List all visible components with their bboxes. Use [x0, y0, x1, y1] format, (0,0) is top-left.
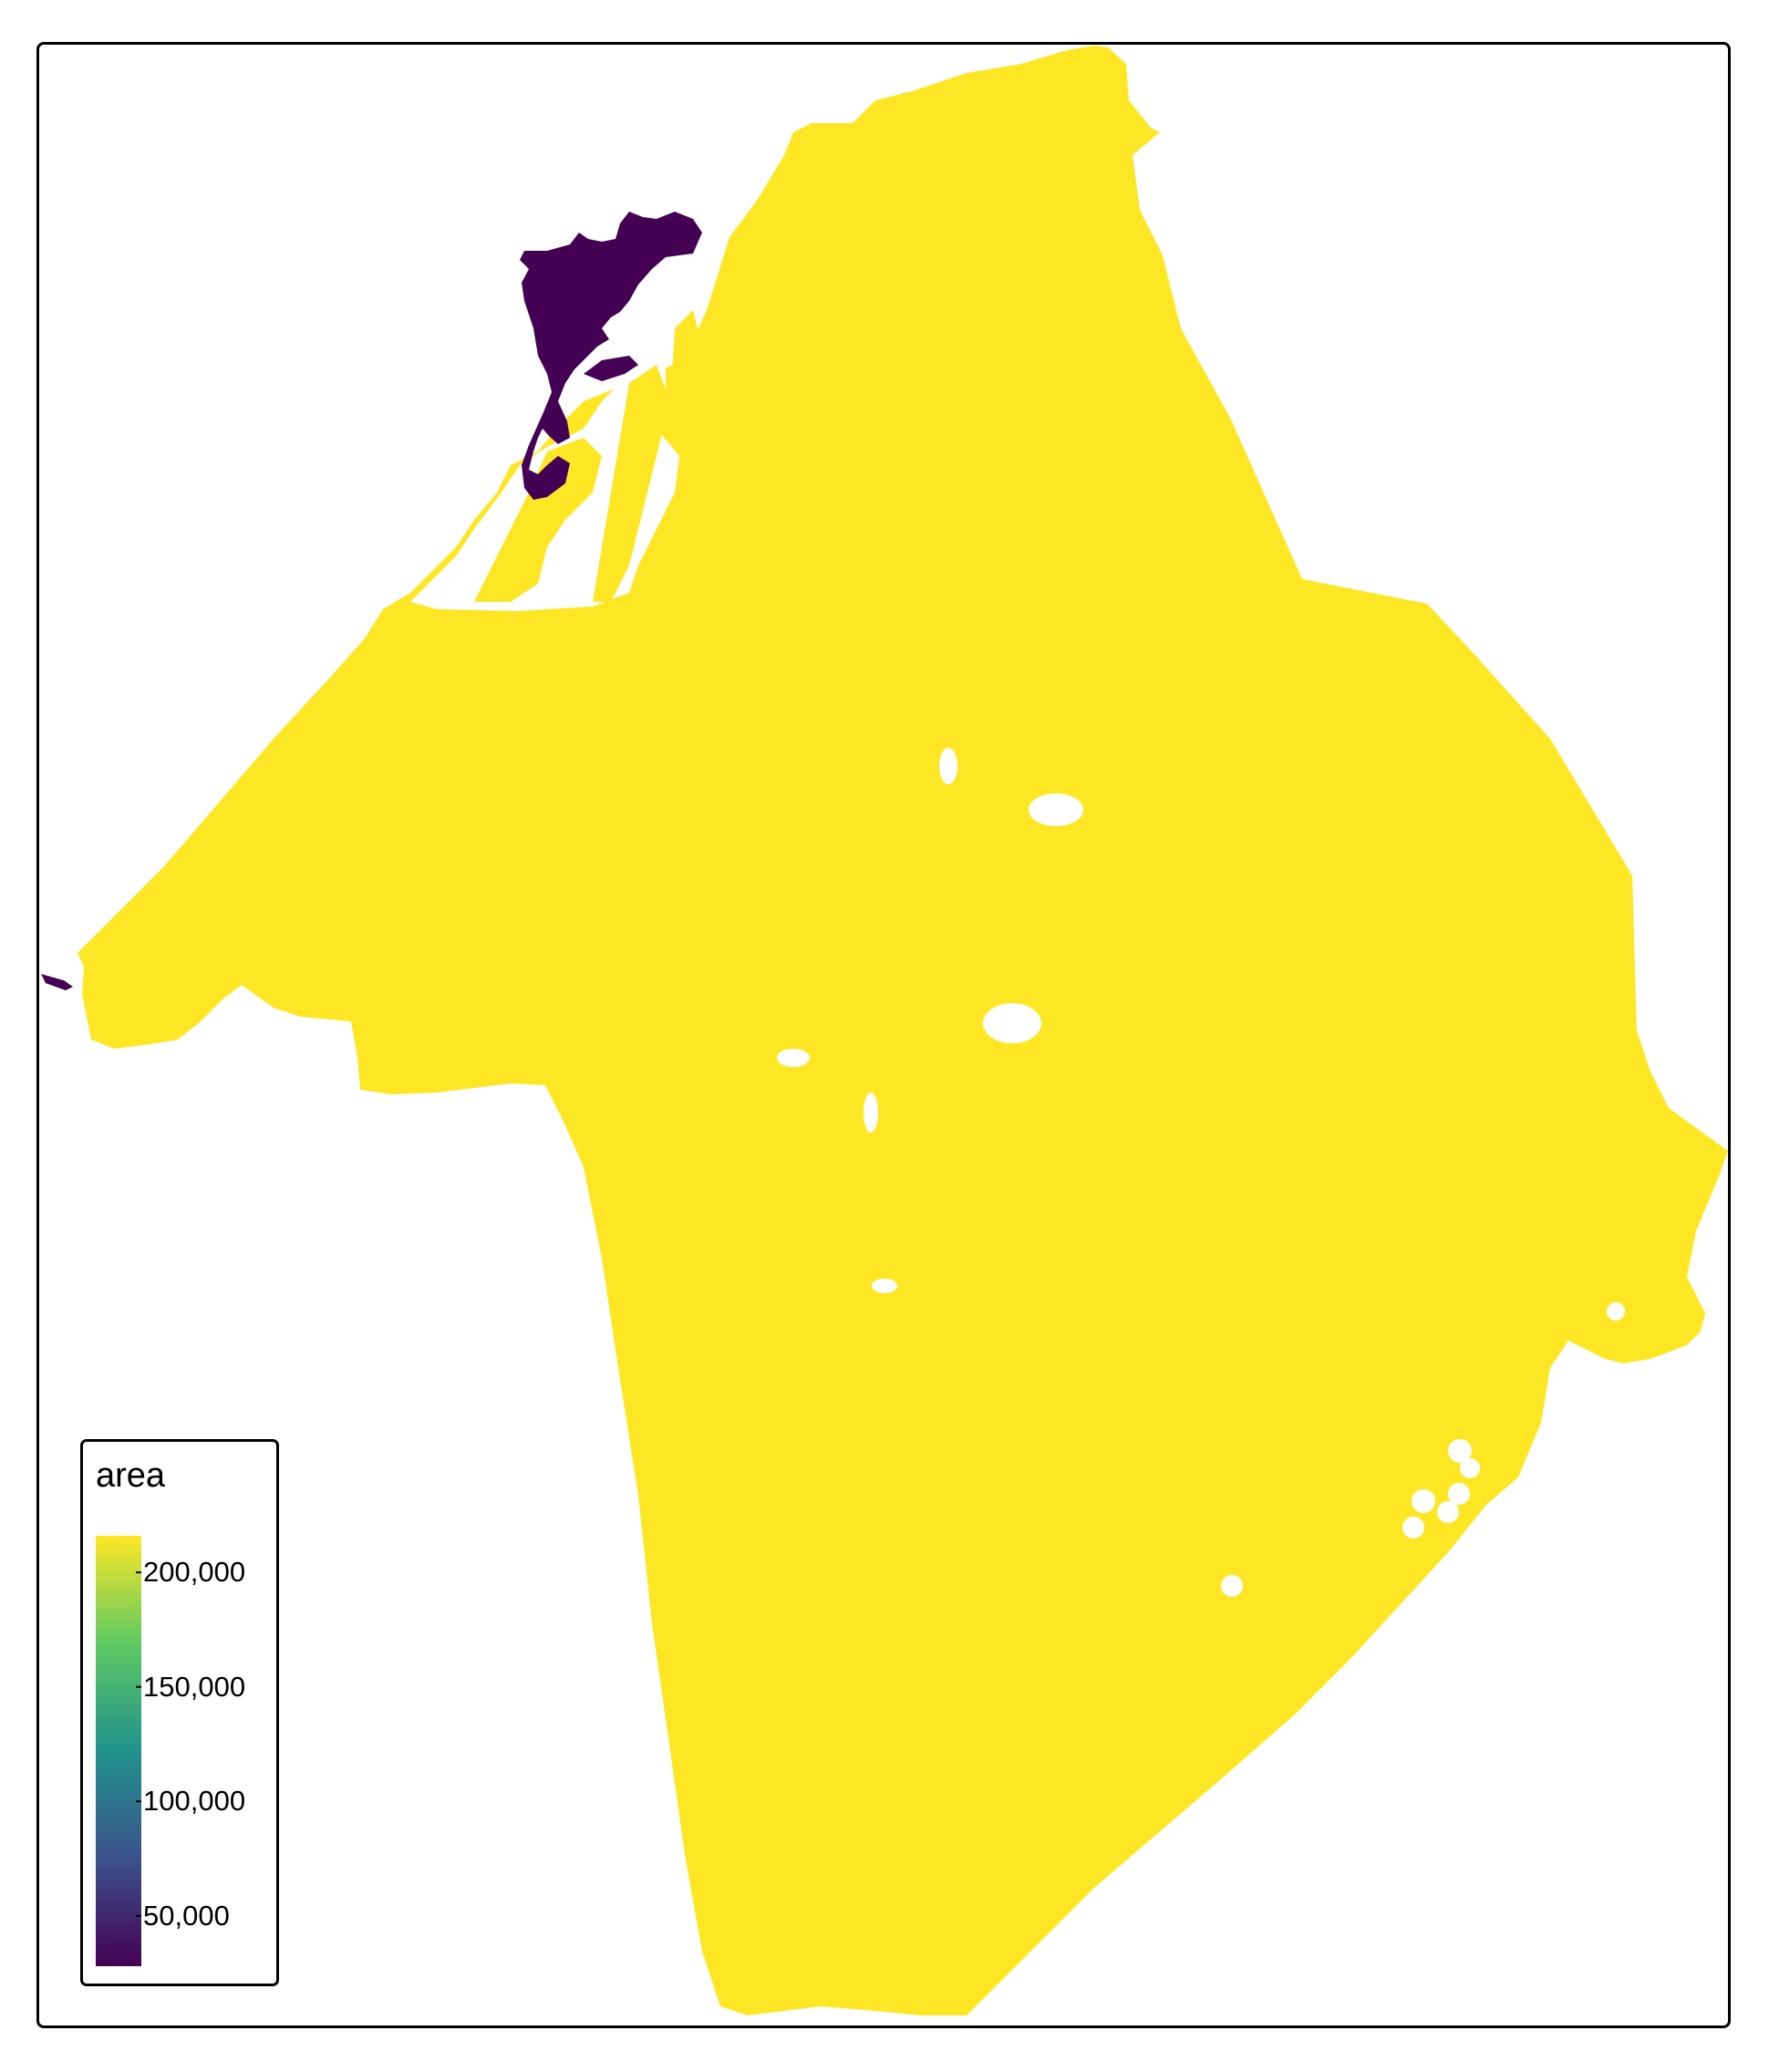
legend-colorbar: [96, 1536, 141, 1966]
legend: area 200,000 150,000 100,000 50,000: [80, 1439, 279, 1986]
map-frame: [36, 42, 1731, 2028]
region-hole: [1448, 1483, 1470, 1505]
region-patch: [593, 365, 670, 602]
colorbar-gradient: [96, 1536, 141, 1966]
region-hole: [1029, 793, 1083, 826]
region-large-area: [78, 46, 1728, 2015]
region-gap: [410, 219, 729, 611]
map-canvas: [41, 46, 1728, 2015]
region-hole: [983, 1003, 1041, 1043]
region-small-area: [584, 356, 638, 381]
region-hole: [939, 748, 957, 784]
region-hole: [872, 1279, 897, 1293]
region-hole: [777, 1049, 810, 1067]
region-patch: [474, 438, 602, 602]
region-hole: [1448, 1439, 1472, 1463]
region-patch: [670, 310, 702, 429]
legend-tick-label: 150,000: [143, 1670, 246, 1703]
region-hole: [1437, 1501, 1459, 1523]
region-hole: [1221, 1575, 1243, 1597]
region-hole: [1402, 1517, 1424, 1538]
region-hole: [1412, 1489, 1435, 1513]
legend-title: area: [96, 1456, 166, 1495]
legend-tick-label: 50,000: [143, 1899, 230, 1932]
region-hole: [1607, 1302, 1625, 1321]
region-hole: [1460, 1458, 1480, 1478]
region-small-area: [41, 974, 73, 990]
legend-tick-label: 100,000: [143, 1785, 246, 1818]
legend-tick-label: 200,000: [143, 1556, 246, 1589]
region-small-area: [520, 212, 702, 500]
region-hole: [864, 1093, 878, 1133]
